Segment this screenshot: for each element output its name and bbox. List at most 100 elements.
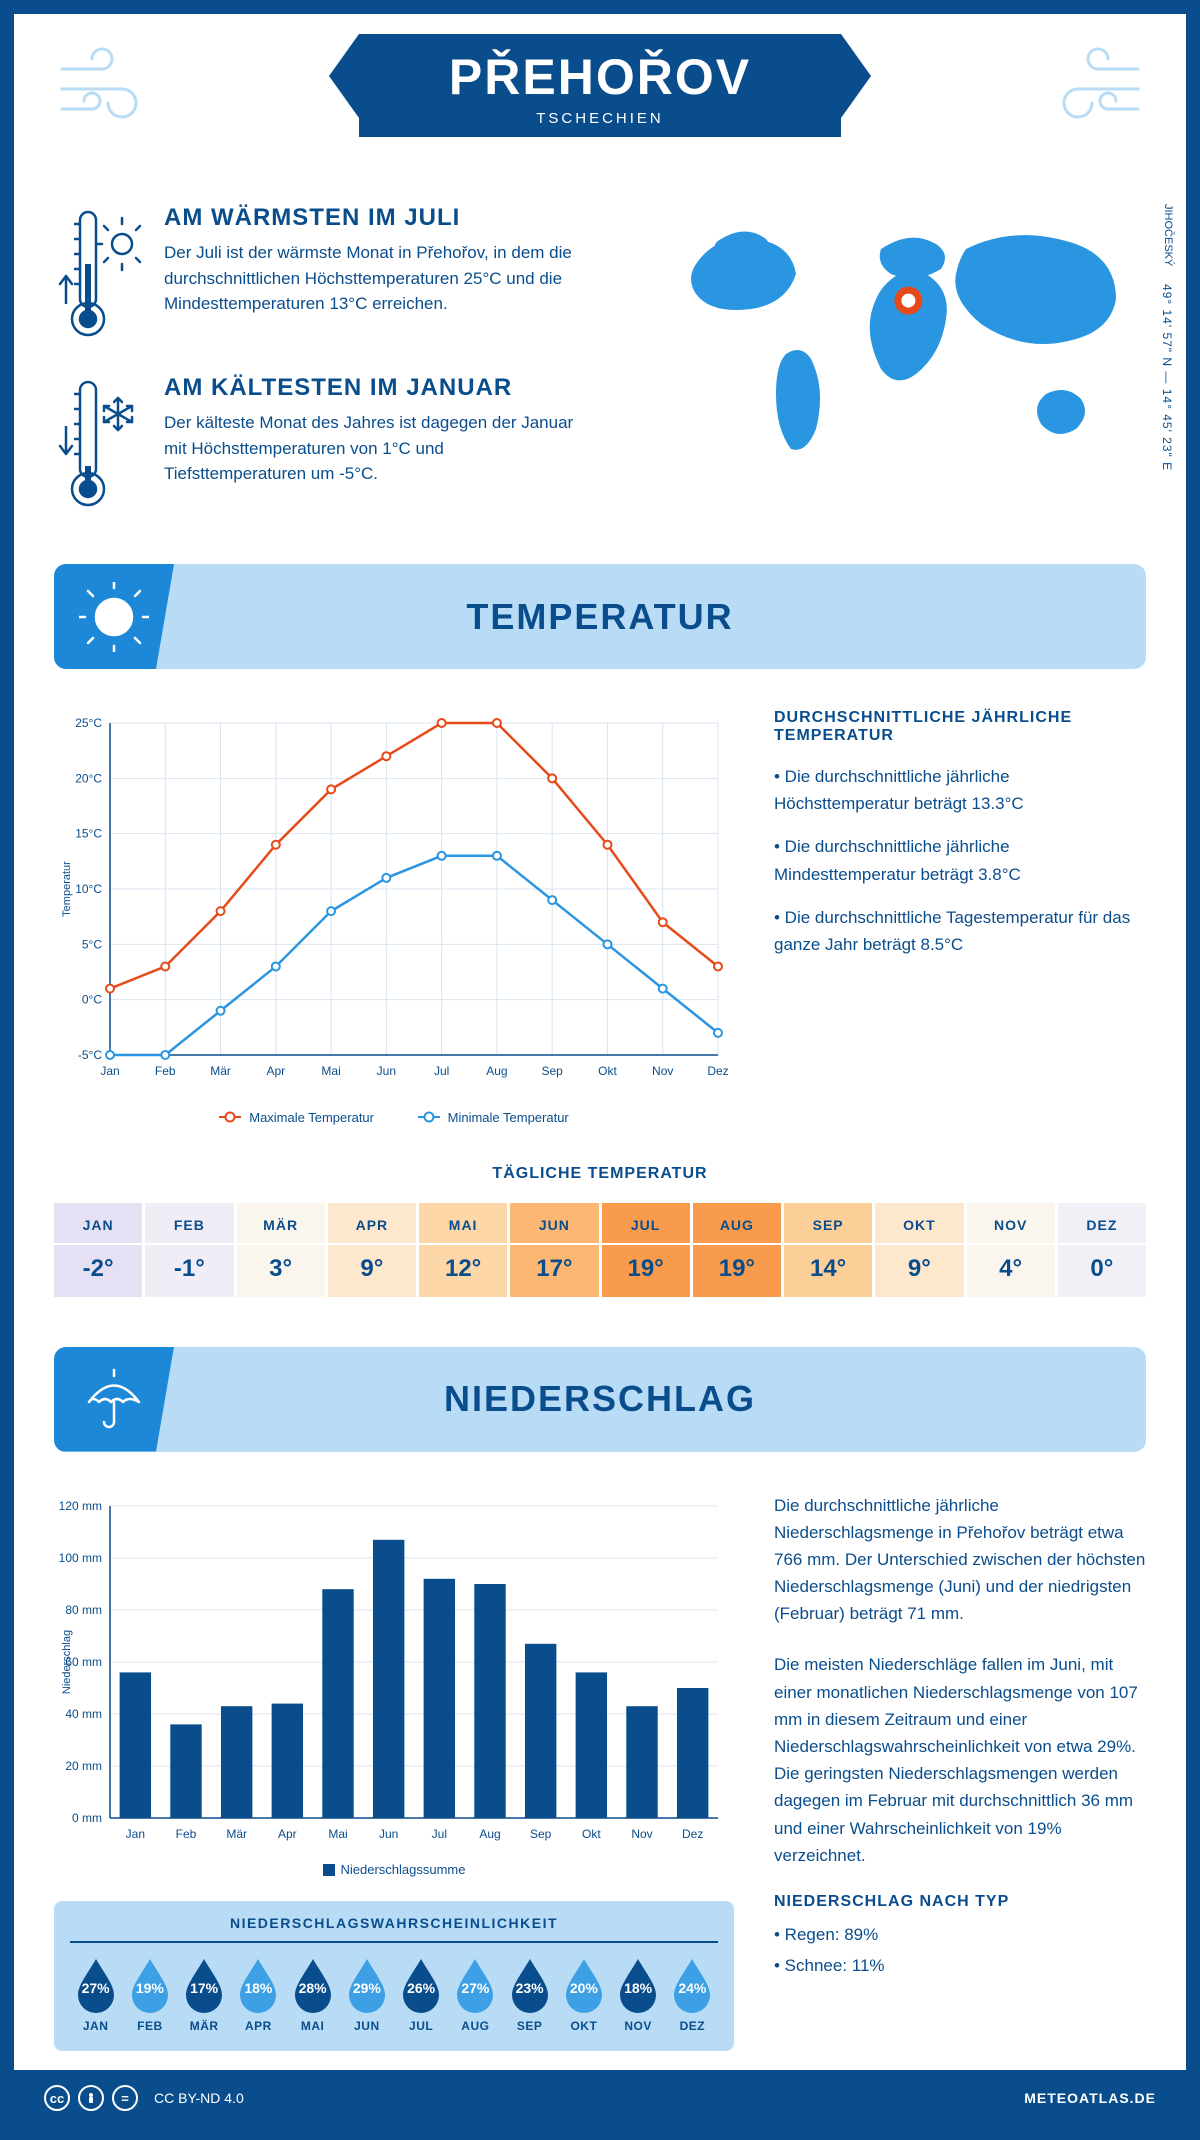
svg-text:Jun: Jun (377, 1064, 396, 1078)
cc-icon: cc (44, 2085, 70, 2111)
daily-month: JAN (54, 1217, 142, 1245)
drop-icon: 17% (182, 1957, 226, 2013)
svg-text:Okt: Okt (582, 1827, 601, 1841)
prob-cell: 18% APR (233, 1957, 284, 2033)
prob-cell: 20%OKT (558, 1957, 609, 2033)
temp-fact-1: • Die durchschnittliche jährliche Höchst… (774, 763, 1146, 817)
prob-cell: 23% SEP (504, 1957, 555, 2033)
daily-temp-value: -2° (54, 1255, 142, 1283)
daily-cell: OKT9° (875, 1203, 963, 1297)
drop-pct: 26% (407, 1980, 435, 1996)
svg-text:Aug: Aug (479, 1827, 500, 1841)
daily-month: MÄR (237, 1217, 325, 1245)
daily-month: FEB (145, 1217, 233, 1245)
svg-text:40 mm: 40 mm (65, 1707, 102, 1721)
temp-fact-2: • Die durchschnittliche jährliche Mindes… (774, 833, 1146, 887)
svg-text:Jan: Jan (126, 1827, 145, 1841)
svg-text:Aug: Aug (486, 1064, 507, 1078)
prob-month: MÄR (179, 2019, 230, 2033)
drop-pct: 17% (190, 1980, 218, 1996)
daily-cell: MÄR3° (237, 1203, 325, 1297)
by-icon (78, 2085, 104, 2111)
svg-text:15°C: 15°C (75, 827, 102, 841)
prob-month: SEP (504, 2019, 555, 2033)
svg-text:Sep: Sep (542, 1064, 564, 1078)
sun-icon (79, 582, 149, 652)
drop-pct: 29% (353, 1980, 381, 1996)
daily-cell: JUL19° (602, 1203, 690, 1297)
page: PŘEHOŘOV TSCHECHIEN AM WÄRMSTEN IM JULI … (0, 0, 1200, 2140)
daily-cell: FEB-1° (145, 1203, 233, 1297)
svg-text:80 mm: 80 mm (65, 1603, 102, 1617)
daily-cell: MAI 12° (419, 1203, 507, 1297)
precip-bytype-2: • Schnee: 11% (774, 1952, 1146, 1979)
prob-month: DEZ (667, 2019, 718, 2033)
svg-text:Apr: Apr (266, 1064, 285, 1078)
daily-temp-value: 0° (1058, 1255, 1146, 1283)
city-name: PŘEHOŘOV (449, 48, 751, 106)
drop-icon: 20% (562, 1957, 606, 2013)
svg-text:Apr: Apr (278, 1827, 297, 1841)
map-wrap: JIHOČESKÝ 49° 14' 57" N — 14° 45' 23" E (666, 204, 1146, 544)
daily-cell: JAN -2° (54, 1203, 142, 1297)
svg-text:Mär: Mär (226, 1827, 247, 1841)
daily-month: JUN (510, 1217, 598, 1245)
svg-text:Feb: Feb (176, 1827, 197, 1841)
license-block: cc = CC BY-ND 4.0 (44, 2085, 244, 2111)
svg-text:Jun: Jun (379, 1827, 398, 1841)
prob-month: NOV (613, 2019, 664, 2033)
prob-month: JAN (70, 2019, 121, 2033)
drop-pct: 19% (136, 1980, 164, 1996)
daily-month: NOV (967, 1217, 1055, 1245)
daily-temp-value: 19° (693, 1255, 781, 1283)
temperature-title: TEMPERATUR (466, 596, 733, 638)
drop-icon: 18% (616, 1957, 660, 2013)
drop-pct: 18% (244, 1980, 272, 1996)
prob-cell: 29% JUN (341, 1957, 392, 2033)
thermometer-cold-icon (54, 374, 144, 514)
daily-temp-value: 12° (419, 1255, 507, 1283)
prob-cell: 17% MÄR (179, 1957, 230, 2033)
daily-cell: APR9° (328, 1203, 416, 1297)
daily-temp-value: 17° (510, 1255, 598, 1283)
site-label: METEOATLAS.DE (1024, 2090, 1156, 2106)
temp-fact-3: • Die durchschnittliche Tagestemperatur … (774, 904, 1146, 958)
daily-temp-row: JAN -2°FEB-1°MÄR3°APR9°MAI 12°JUN 17°JUL19°… (54, 1203, 1146, 1297)
svg-text:Mär: Mär (210, 1064, 231, 1078)
region-label: JIHOČESKÝ (1162, 204, 1174, 266)
daily-cell: NOV4° (967, 1203, 1055, 1297)
prob-month: FEB (124, 2019, 175, 2033)
temp-facts-title: DURCHSCHNITTLICHE JÄHRLICHE TEMPERATUR (774, 709, 1146, 745)
daily-temp-value: 9° (328, 1255, 416, 1283)
prob-month: JUN (341, 2019, 392, 2033)
temp-facts: DURCHSCHNITTLICHE JÄHRLICHE TEMPERATUR •… (774, 709, 1146, 1125)
prob-panel: NIEDERSCHLAGSWAHRSCHEINLICHKEIT 27%JAN19… (54, 1901, 734, 2051)
daily-cell: JUN 17° (510, 1203, 598, 1297)
prob-month: APR (233, 2019, 284, 2033)
drop-icon: 27% (74, 1957, 118, 2013)
coldest-block: AM KÄLTESTEN IM JANUAR Der kälteste Mona… (54, 374, 636, 514)
umbrella-badge (54, 1347, 174, 1452)
drop-icon: 23% (508, 1957, 552, 2013)
precip-facts: Die durchschnittliche jährliche Niedersc… (774, 1492, 1146, 2051)
daily-month: MAI (419, 1217, 507, 1245)
coords-label: 49° 14' 57" N — 14° 45' 23" E (1160, 284, 1174, 471)
prob-cell: 27%AUG (450, 1957, 501, 2033)
title-banner: PŘEHOŘOV TSCHECHIEN (359, 34, 841, 137)
prob-cell: 18% NOV (613, 1957, 664, 2033)
country-name: TSCHECHIEN (449, 110, 751, 127)
svg-text:Niederschlag: Niederschlag (61, 1629, 73, 1693)
prob-cell: 28%MAI (287, 1957, 338, 2033)
drop-pct: 20% (570, 1980, 598, 1996)
prob-month: JUL (396, 2019, 447, 2033)
prob-row: 27% JAN 19% FEB 17% MÄR 18% APR28%MAI 29% JUN 26% J… (70, 1957, 718, 2033)
svg-text:20°C: 20°C (75, 771, 102, 785)
drop-pct: 24% (678, 1980, 706, 1996)
daily-month: OKT (875, 1217, 963, 1245)
drop-icon: 28% (291, 1957, 335, 2013)
legend-max-label: Maximale Temperatur (249, 1110, 374, 1125)
bar-chart: 0 mm20 mm40 mm60 mm80 mm100 mm120 mmJanF… (54, 1492, 734, 1877)
drop-icon: 26% (399, 1957, 443, 2013)
daily-month: JUL (602, 1217, 690, 1245)
svg-text:Mai: Mai (328, 1827, 347, 1841)
